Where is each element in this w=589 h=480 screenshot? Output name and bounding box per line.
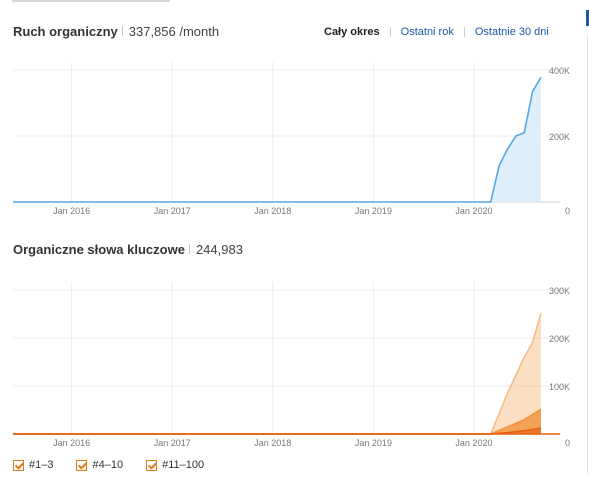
kw-4-10-line [13, 408, 542, 435]
traffic-title: Ruch organiczny [13, 23, 118, 39]
traffic-chart: 400K 200K 0 Jan 2016 Jan 2017 Jan 2018 Jan 201… [12, 62, 570, 216]
x-tick-label: Jan 2016 [53, 206, 90, 216]
y-tick-label: 0 [565, 206, 570, 216]
x-tick-label: Jan 2018 [254, 438, 291, 448]
legend-label: #4–10 [92, 459, 124, 471]
x-tick-label: Jan 2017 [154, 438, 191, 448]
edge-marker [586, 10, 589, 26]
keywords-title: Organiczne słowa kluczowe [13, 241, 185, 257]
keywords-header: Organiczne słowa kluczowe 244,983 [13, 239, 243, 259]
traffic-value: 337,856 /month [128, 23, 220, 39]
top-divider [12, 0, 170, 2]
kw-1-3-area [13, 428, 541, 434]
y-tick-label: 300K [549, 286, 570, 296]
period-last-30-days[interactable]: Ostatnie 30 dni [474, 26, 549, 38]
kw-11-100-line [13, 312, 542, 435]
legend-item-top3[interactable]: #1–3 [13, 459, 53, 471]
x-tick-label: Jan 2016 [53, 438, 90, 448]
x-tick-label: Jan 2019 [355, 438, 392, 448]
y-tick-label: 100K [549, 382, 570, 392]
kw-4-10-area [13, 409, 541, 434]
checkbox-checked-icon[interactable] [146, 459, 158, 471]
legend-item-11-100[interactable]: #11–100 [146, 459, 204, 471]
keywords-title-separator [188, 244, 190, 254]
traffic-header: Ruch organiczny 337,856 /month [13, 21, 219, 41]
traffic-area [13, 77, 541, 202]
x-tick-label: Jan 2019 [355, 206, 392, 216]
period-separator [389, 27, 391, 37]
checkbox-checked-icon[interactable] [13, 459, 24, 471]
y-tick-label: 200K [549, 132, 570, 142]
x-tick-label: Jan 2017 [154, 206, 191, 216]
checkbox-checked-icon[interactable] [76, 459, 88, 471]
keywords-chart: 300K 200K 100K 0 Jan 2016 Jan 2017 Jan 2018 Jan… [13, 282, 570, 448]
kw-11-100-area [13, 313, 541, 434]
x-tick-label: Jan 2020 [455, 206, 492, 216]
x-tick-label: Jan 2020 [455, 438, 492, 448]
traffic-line [13, 76, 542, 203]
period-selector: Cały okres Ostatni rok Ostatnie 30 dni [324, 23, 549, 41]
period-all-time[interactable]: Cały okres [324, 26, 380, 38]
kw-1-3-line [13, 427, 542, 435]
period-last-year[interactable]: Ostatni rok [400, 26, 454, 38]
keywords-value: 244,983 [195, 241, 243, 257]
legend-label: #11–100 [162, 459, 205, 471]
x-tick-label: Jan 2018 [254, 206, 291, 216]
period-separator [463, 27, 465, 37]
keywords-legend: #1–3 #4–10 #11–100 [13, 457, 227, 473]
legend-item-4-10[interactable]: #4–10 [76, 459, 123, 471]
page-edge [586, 0, 589, 480]
traffic-title-separator [121, 26, 123, 36]
y-tick-label: 400K [549, 66, 570, 76]
y-tick-label: 200K [549, 334, 570, 344]
edge-divider [587, 34, 588, 474]
legend-label: #1–3 [29, 459, 54, 471]
y-tick-label: 0 [565, 438, 570, 448]
